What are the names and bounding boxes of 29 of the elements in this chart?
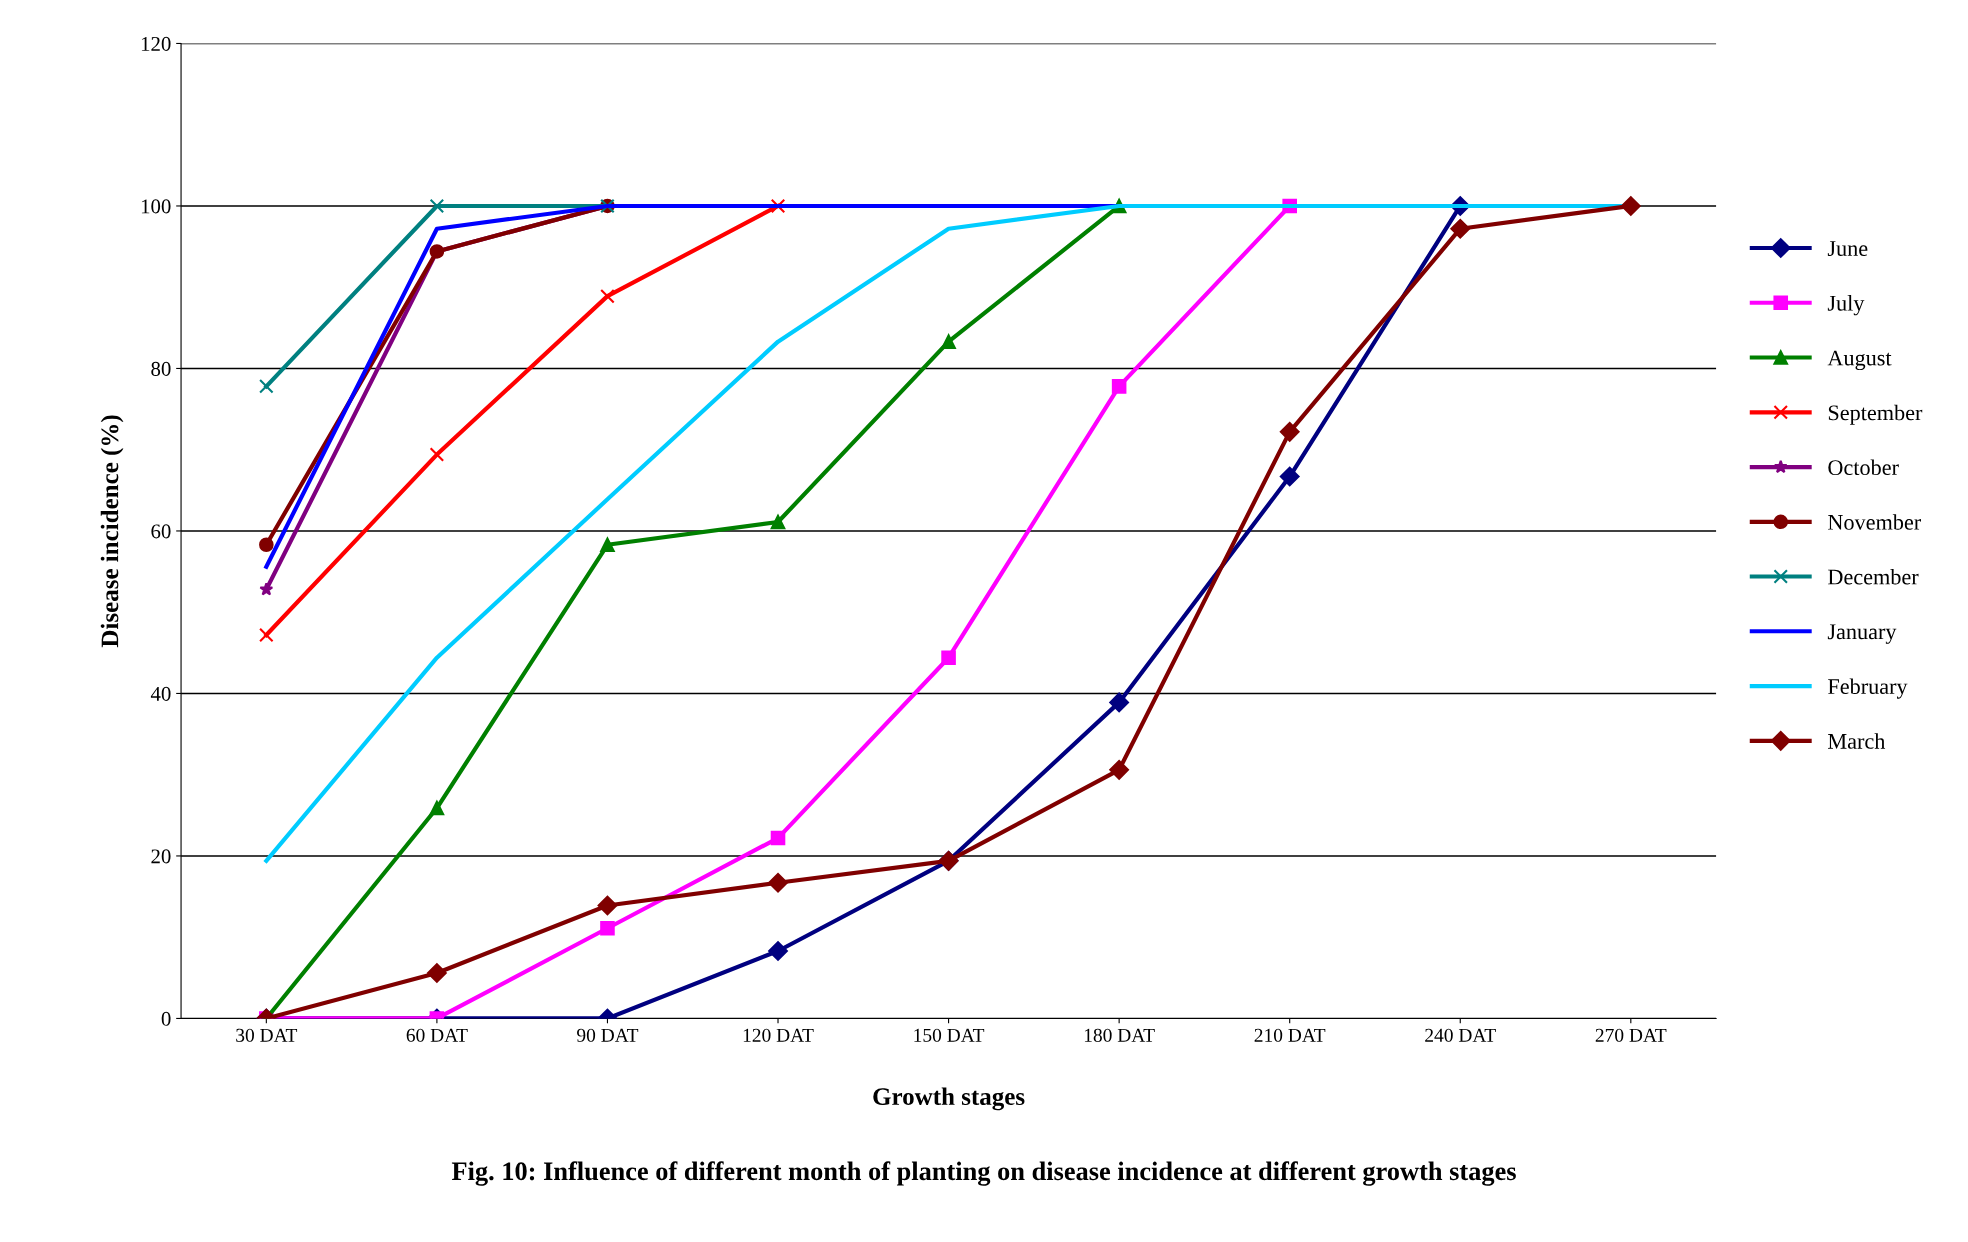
- y-axis-title: Disease incidence (%): [100, 415, 124, 648]
- y-tick-label: 0: [161, 1011, 171, 1026]
- y-tick-label: 60: [151, 524, 171, 539]
- x-tick-label: 240 DAT: [1425, 1028, 1496, 1042]
- x-tick-label: 30 DAT: [236, 1028, 298, 1042]
- x-tick-label: 150 DAT: [914, 1028, 985, 1042]
- y-tick-label: 40: [150, 686, 171, 701]
- legend-label: June: [1827, 241, 1868, 257]
- legend-label: December: [1828, 568, 1919, 585]
- x-tick-label: 270 DAT: [1595, 1028, 1667, 1042]
- legend-label: July: [1827, 295, 1865, 316]
- x-tick-label: 180 DAT: [1084, 1028, 1155, 1042]
- legend-label: January: [1827, 624, 1897, 644]
- text: Fig. 10: Influence of different month of planting on disease incidence at different growth stages: [451, 1161, 1516, 1186]
- x-tick-label: 210 DAT: [1254, 1028, 1326, 1042]
- y-tick-label: 100: [141, 199, 171, 214]
- x-tick-label: 120 DAT: [743, 1028, 814, 1042]
- x-tick-label: 60 DAT: [406, 1028, 468, 1042]
- legend-label: October: [1828, 459, 1899, 476]
- legend-label: March: [1828, 733, 1886, 749]
- x-tick-label: 90 DAT: [577, 1028, 639, 1042]
- x-axis-title: Growth stages: [873, 1087, 1025, 1111]
- y-tick-label: 120: [141, 36, 171, 51]
- y-tick-label: 20: [151, 849, 171, 864]
- legend-label: February: [1828, 678, 1908, 699]
- legend-label: August: [1827, 350, 1892, 371]
- y-tick-label: 80: [151, 361, 171, 376]
- legend-label: November: [1828, 514, 1921, 530]
- legend-label: September: [1828, 404, 1923, 425]
